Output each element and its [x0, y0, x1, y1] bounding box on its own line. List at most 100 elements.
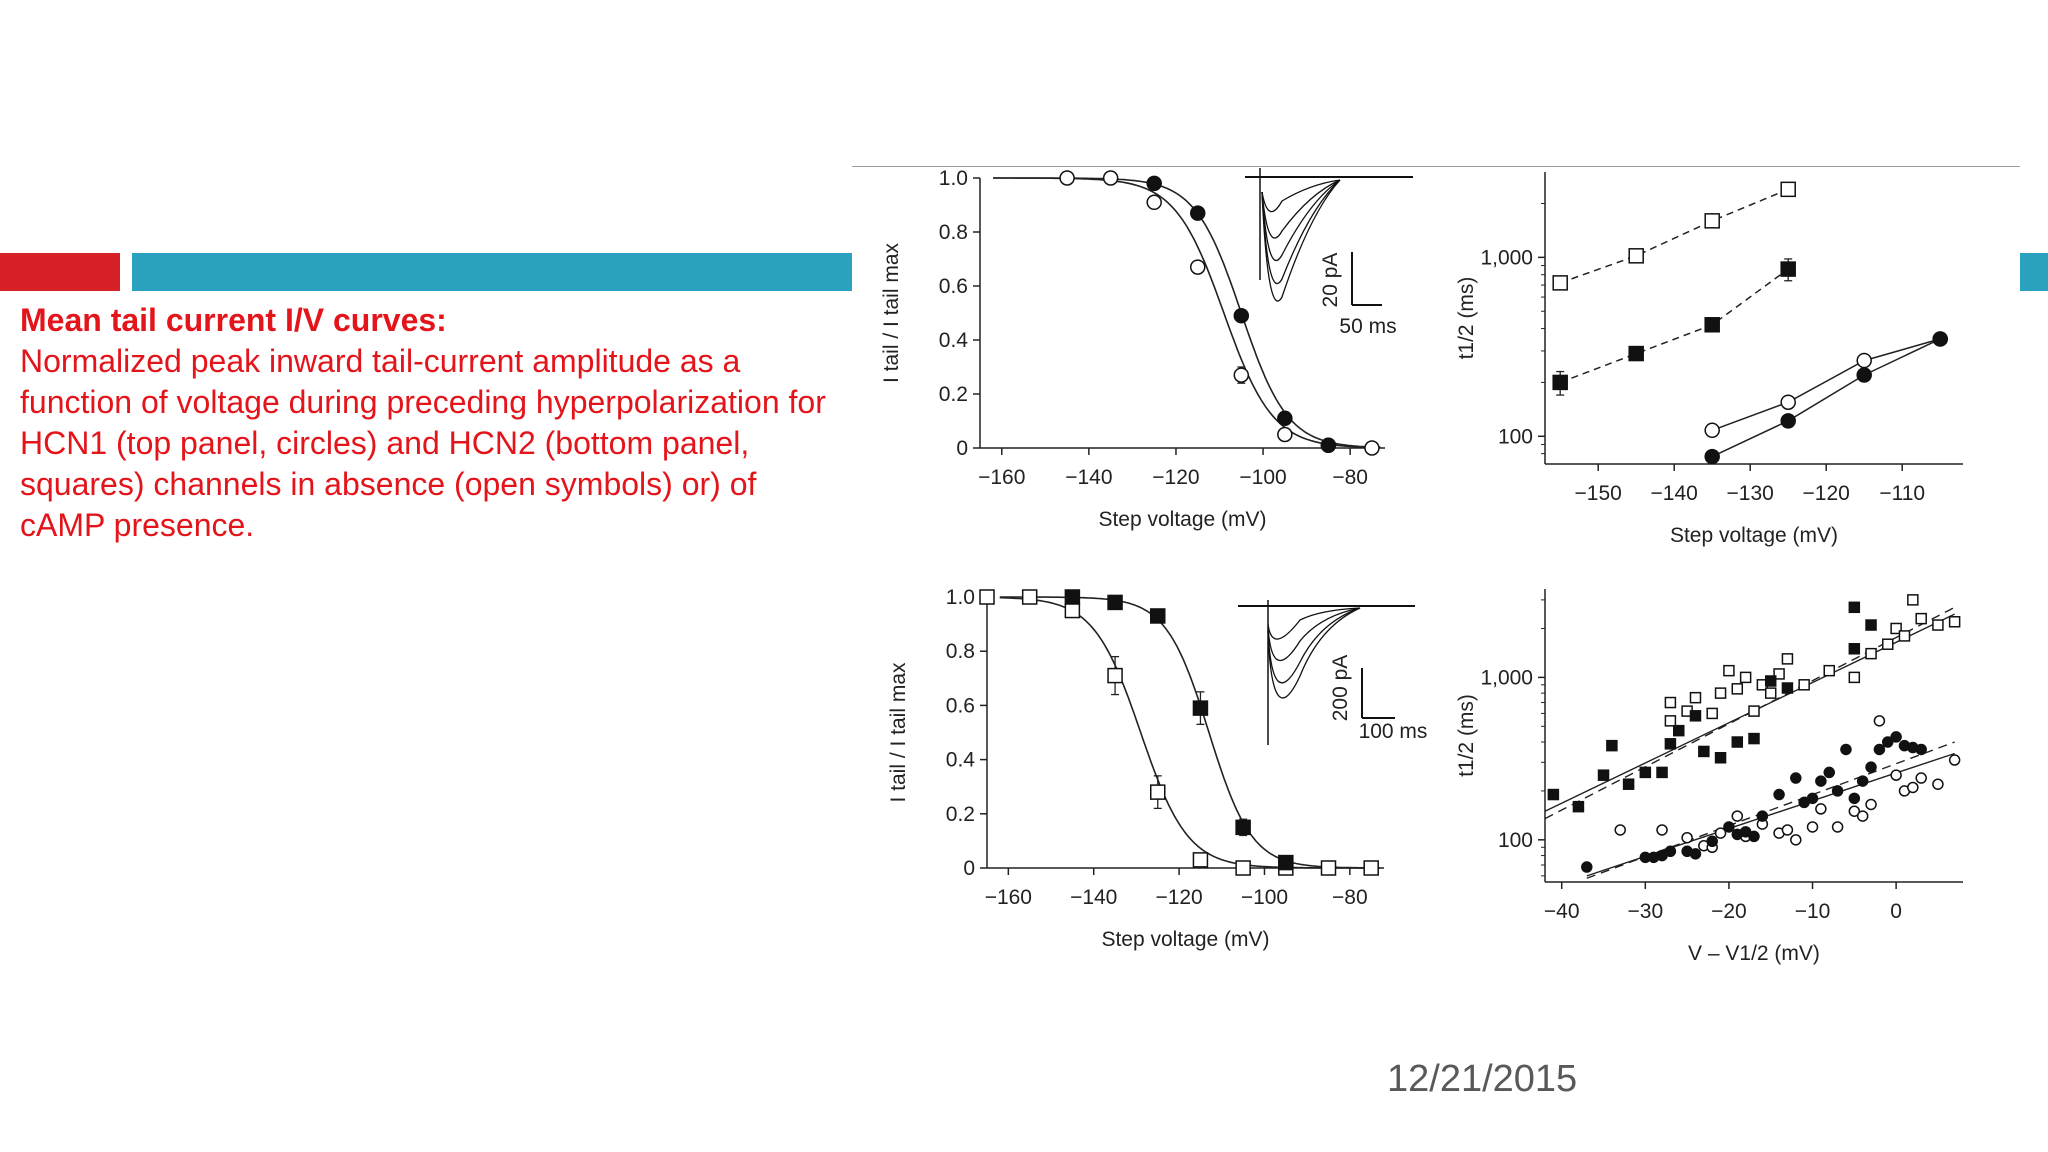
- series-line: [1559, 268, 1789, 384]
- data-point: [1581, 861, 1593, 873]
- data-point: [1907, 781, 1919, 794]
- data-point: [1790, 834, 1802, 846]
- data-point: [1932, 619, 1944, 631]
- y-tick-label: 1,000: [1480, 666, 1533, 689]
- x-tick-label: −100: [1239, 466, 1286, 489]
- x-tick-label: −30: [1628, 900, 1664, 923]
- tail-current-trace: [1261, 179, 1341, 239]
- tail-current-trace: [1261, 179, 1341, 302]
- data-point: [1704, 422, 1720, 439]
- data-point: [1656, 766, 1668, 779]
- data-point: [1915, 743, 1927, 756]
- scale-label-time: 100 ms: [1359, 720, 1428, 743]
- y-tick-label: 100: [1498, 425, 1533, 448]
- data-point: [1815, 775, 1827, 787]
- data-point: [1731, 736, 1744, 748]
- figure-top-rule: [852, 166, 2020, 167]
- data-point: [1107, 667, 1123, 684]
- data-point: [979, 589, 995, 605]
- y-tick-label: 1.0: [939, 167, 968, 190]
- data-point: [1764, 687, 1777, 699]
- title-accent-red: [0, 253, 120, 291]
- data-point: [1856, 775, 1869, 787]
- x-tick-label: −130: [1727, 482, 1774, 505]
- x-tick-label: −40: [1544, 900, 1580, 923]
- x-tick-label: 0: [1890, 900, 1902, 923]
- data-point: [1806, 821, 1819, 833]
- x-tick-label: −120: [1803, 482, 1850, 505]
- series-line: [1711, 338, 1941, 432]
- data-point: [1831, 785, 1844, 797]
- data-point: [1363, 860, 1379, 876]
- data-point: [1840, 743, 1852, 756]
- data-point: [1748, 732, 1760, 745]
- data-point: [1192, 852, 1209, 868]
- x-tick-label: −100: [1241, 886, 1288, 909]
- data-point: [1915, 612, 1927, 625]
- x-tick-label: −80: [1332, 466, 1368, 489]
- data-point: [1882, 638, 1894, 650]
- y-tick-label: 0: [963, 857, 975, 880]
- data-point: [1606, 739, 1618, 752]
- data-point: [1189, 259, 1206, 275]
- y-tick-label: 100: [1498, 829, 1533, 852]
- tail-current-trace: [1261, 179, 1341, 262]
- data-point: [1189, 205, 1206, 221]
- tail-current-trace: [1261, 179, 1341, 213]
- caption-body: Normalized peak inward tail-current ampl…: [20, 343, 826, 543]
- inset-traces: 200 pA 100 ms: [1238, 600, 1427, 745]
- data-point: [1689, 691, 1702, 704]
- data-point: [1848, 671, 1861, 684]
- data-point: [1806, 792, 1819, 805]
- y-tick-label: 1.0: [946, 586, 975, 609]
- data-point: [1597, 769, 1610, 781]
- data-point: [1146, 175, 1162, 192]
- data-point: [1865, 647, 1877, 660]
- y-tick-label: 0.6: [946, 694, 975, 717]
- data-point: [1932, 778, 1944, 790]
- data-point: [1781, 682, 1794, 694]
- y-axis-label: I tail / I tail max: [880, 242, 903, 383]
- inset-traces: 20 pA 50 ms: [1245, 168, 1413, 338]
- data-point: [1723, 664, 1735, 677]
- data-point: [1731, 810, 1744, 822]
- x-tick-label: −160: [978, 466, 1025, 489]
- x-tick-label: −120: [1152, 466, 1199, 489]
- data-point: [1689, 848, 1702, 860]
- data-point: [1146, 194, 1162, 211]
- fit-curve: [993, 177, 1381, 449]
- data-point: [1277, 410, 1293, 427]
- series-line: [1559, 188, 1789, 284]
- data-point: [1823, 664, 1835, 677]
- data-point: [1907, 594, 1919, 606]
- data-point: [1890, 622, 1902, 635]
- y-axis-label: I tail / I tail max: [887, 662, 910, 803]
- x-tick-label: −120: [1155, 886, 1202, 909]
- x-axis-label: Step voltage (mV): [1670, 524, 1838, 547]
- data-point: [1780, 413, 1796, 429]
- data-point: [1150, 608, 1166, 624]
- data-point: [1865, 761, 1877, 773]
- data-point: [1890, 769, 1902, 781]
- data-point: [1664, 696, 1677, 709]
- data-point: [1773, 788, 1785, 801]
- fit-curve: [993, 177, 1381, 449]
- tail-current-trace: [1267, 607, 1361, 662]
- data-point: [1364, 440, 1380, 456]
- data-point: [1780, 261, 1796, 277]
- data-point: [1948, 616, 1961, 628]
- data-point: [1102, 170, 1119, 186]
- y-tick-label: 1,000: [1480, 246, 1533, 269]
- y-axis-label: t1/2 (ms): [1455, 277, 1478, 360]
- data-point: [1320, 860, 1337, 876]
- data-point: [1882, 736, 1894, 748]
- data-point: [1873, 743, 1886, 756]
- fit-curve: [999, 596, 1380, 869]
- data-point: [1320, 437, 1337, 454]
- tail-current-trace: [1267, 607, 1361, 699]
- data-point: [1277, 426, 1293, 443]
- data-point: [1798, 679, 1810, 691]
- data-point: [1898, 630, 1911, 642]
- y-tick-label: 0.2: [939, 383, 968, 406]
- x-tick-label: −140: [1065, 466, 1112, 489]
